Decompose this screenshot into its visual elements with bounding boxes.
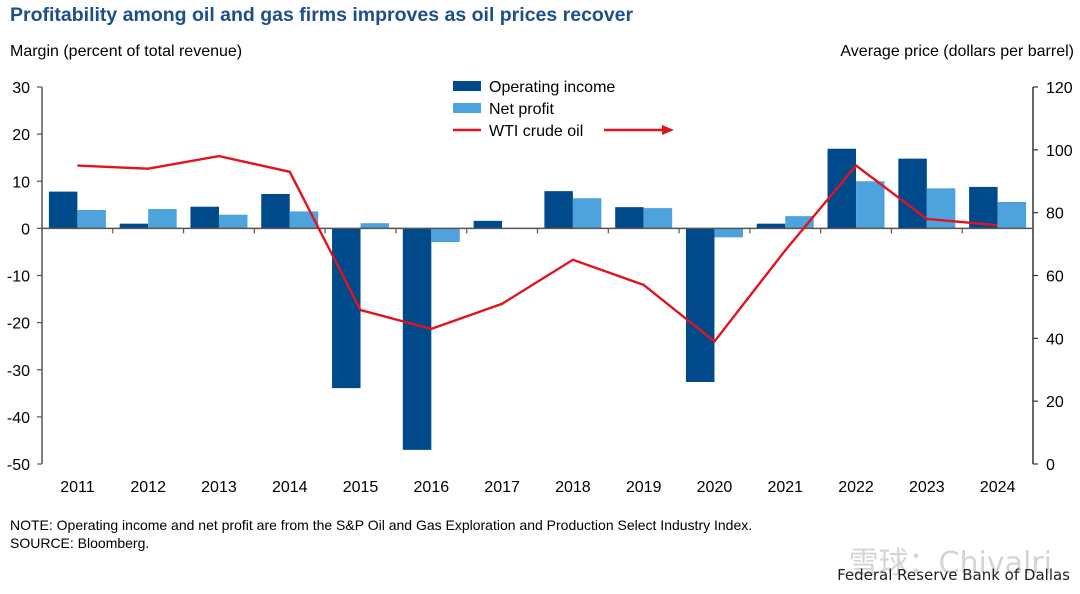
arrow-head-icon [662, 125, 674, 135]
net-profit-bar-2016 [431, 228, 460, 243]
net-profit-bar-2024 [997, 201, 1027, 229]
x-tick-label-2023: 2023 [909, 479, 945, 496]
operating-income-bar-2018 [544, 191, 573, 229]
net-profit-bar-2019 [643, 208, 673, 229]
net-profit-bar-2022 [856, 181, 885, 229]
right-tick-label: 40 [1046, 331, 1064, 348]
operating-income-bar-2023 [898, 158, 927, 229]
net-profit-bar-2013 [218, 214, 248, 229]
operating-income-bar-2024 [969, 186, 998, 229]
legend-swatch-operating-income [453, 81, 481, 91]
operating-income-bar-2014 [261, 193, 290, 229]
left-tick-label: 30 [12, 80, 30, 97]
x-tick-label-2021: 2021 [767, 479, 803, 496]
wti-crude-oil-line [77, 154, 998, 344]
operating-income-bar-2016 [402, 228, 432, 450]
legend-swatch-net-profit [453, 103, 481, 113]
legend-label: Operating income [489, 79, 615, 96]
x-tick-label-2024: 2024 [980, 479, 1016, 496]
operating-income-bar-2013 [190, 206, 219, 229]
net-profit-bar-2015 [360, 223, 390, 229]
left-tick-label: -40 [7, 410, 30, 427]
operating-income-bar-2015 [332, 228, 361, 389]
x-tick-label-2016: 2016 [414, 479, 450, 496]
right-tick-label: 0 [1046, 457, 1055, 474]
operating-income-bar-2021 [756, 223, 786, 229]
x-tick-label-2017: 2017 [484, 479, 520, 496]
x-tick-label-2018: 2018 [555, 479, 591, 496]
wti-line-layer [77, 154, 998, 344]
right-tick-label: 20 [1046, 394, 1064, 411]
right-tick-label: 100 [1046, 143, 1073, 160]
net-profit-bar-2018 [572, 198, 602, 229]
operating-income-bar-2017 [473, 220, 503, 229]
operating-income-bar-2012 [119, 223, 149, 229]
x-tick-label-2014: 2014 [272, 479, 308, 496]
legend-label: WTI crude oil [489, 123, 583, 140]
credit-text: Federal Reserve Bank of Dallas [837, 566, 1070, 584]
watermark: 雪球：Chivalri [848, 546, 1052, 581]
right-tick-label: 120 [1046, 80, 1073, 97]
x-tick-label-2015: 2015 [343, 479, 379, 496]
left-tick-label: -30 [7, 363, 30, 380]
x-tick-label-2013: 2013 [201, 479, 237, 496]
bars-layer [48, 148, 1027, 450]
net-profit-bar-2023 [926, 188, 956, 229]
left-tick-label: -20 [7, 316, 30, 333]
axes-layer: 3020100-10-20-30-40-50120100806040200201… [7, 80, 1073, 496]
footnote: NOTE: Operating income and net profit ar… [10, 516, 752, 552]
left-axis-label: Margin (percent of total revenue) [10, 43, 243, 60]
chart-title: Profitability among oil and gas firms im… [10, 4, 634, 26]
left-tick-label: 20 [12, 127, 30, 144]
net-profit-bar-2020 [714, 228, 743, 238]
left-tick-label: -10 [7, 269, 30, 286]
x-tick-label-2020: 2020 [697, 479, 733, 496]
x-tick-label-2022: 2022 [838, 479, 874, 496]
source-text: SOURCE: Bloomberg. [10, 535, 150, 551]
legend: Operating income Net profit WTI crude oil [453, 79, 674, 140]
x-tick-label-2011: 2011 [60, 479, 95, 496]
note-text: NOTE: Operating income and net profit ar… [10, 517, 753, 533]
operating-income-bar-2019 [615, 207, 644, 229]
x-tick-label-2012: 2012 [130, 479, 166, 496]
legend-label: Net profit [489, 101, 554, 118]
left-tick-label: 10 [12, 174, 30, 191]
net-profit-bar-2012 [148, 209, 177, 229]
operating-income-bar-2011 [48, 191, 78, 229]
right-tick-label: 60 [1046, 269, 1064, 286]
right-tick-label: 80 [1046, 206, 1064, 223]
x-tick-label-2019: 2019 [626, 479, 662, 496]
net-profit-bar-2011 [77, 209, 106, 229]
left-tick-label: -50 [7, 457, 30, 474]
right-axis-label: Average price (dollars per barrel) [840, 43, 1074, 60]
operating-income-bar-2022 [827, 148, 857, 229]
operating-income-bar-2020 [685, 228, 715, 383]
left-tick-label: 0 [21, 221, 30, 238]
